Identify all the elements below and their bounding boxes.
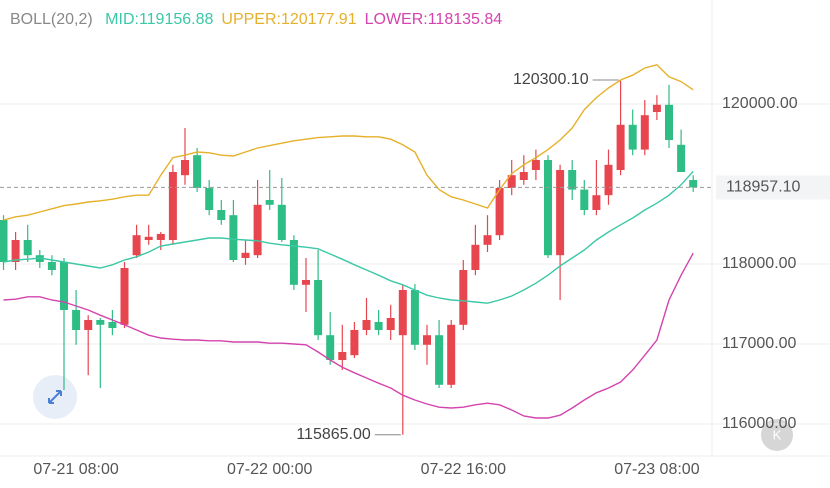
legend-entry: LOWER:118135.84 — [365, 11, 503, 28]
candle-body — [84, 320, 93, 330]
candle-body — [362, 320, 371, 330]
x-tick-label: 07-22 00:00 — [227, 461, 313, 478]
candle-body — [132, 235, 141, 256]
candle-body — [265, 200, 274, 205]
candle-body — [386, 318, 395, 330]
last-price-box — [716, 175, 830, 200]
candle-body — [314, 280, 323, 336]
candle-body — [556, 170, 565, 256]
candle-body — [374, 322, 383, 330]
candle-body — [435, 335, 444, 385]
candle-body — [483, 235, 492, 245]
candle-body — [253, 204, 262, 256]
x-tick-label: 07-21 08:00 — [33, 461, 119, 478]
candle-body — [350, 330, 359, 356]
candle-body — [144, 236, 153, 240]
last-price-label: 118957.10 — [726, 179, 801, 196]
legend: BOLL(20,2) MID:119156.88 UPPER:120177.91 L… — [10, 11, 502, 28]
candle-body — [96, 320, 105, 325]
candle-body — [677, 144, 686, 172]
candle-body — [181, 160, 189, 176]
annotation-label: 115865.00 — [296, 426, 371, 443]
candle-body — [410, 290, 419, 345]
y-tick-label: 117000.00 — [722, 335, 797, 352]
candle-body — [531, 160, 540, 170]
candle-body — [326, 335, 335, 360]
candle-body — [616, 124, 625, 170]
candle-body — [289, 240, 298, 285]
band-line — [3, 252, 694, 419]
candle-body — [580, 189, 589, 210]
candle-body — [168, 172, 177, 240]
candle-body — [338, 352, 347, 360]
candle-body — [652, 104, 661, 112]
y-tick-label: 118000.00 — [722, 255, 797, 272]
candle-body — [302, 280, 310, 285]
candle-body — [628, 124, 637, 150]
candle-body — [72, 310, 81, 330]
candle-body — [193, 155, 202, 188]
candle-body — [519, 172, 528, 180]
annotation-label: 120300.10 — [513, 71, 589, 88]
candle-body — [544, 160, 552, 256]
x-tick-label: 07-23 08:00 — [614, 461, 700, 478]
legend-entry: MID:119156.88 — [105, 11, 213, 28]
legend-entry: UPPER:120177.91 — [221, 11, 356, 28]
watermark: K — [773, 427, 782, 442]
candle-body — [108, 322, 117, 328]
candle-body — [0, 220, 8, 262]
candle-body — [205, 188, 214, 210]
candle-body — [47, 262, 56, 270]
candle-body — [156, 234, 165, 240]
candle-body — [217, 210, 226, 220]
candle-body — [495, 188, 504, 236]
band-line — [3, 170, 694, 304]
candle-body — [60, 262, 68, 310]
candle-body — [459, 270, 468, 325]
band-line — [3, 64, 694, 221]
candle-body — [592, 195, 601, 210]
candle-body — [398, 290, 407, 336]
candle-body — [229, 215, 238, 260]
candle-body — [11, 240, 20, 262]
candle-body — [689, 180, 698, 188]
candle-body — [120, 268, 129, 325]
candle-body — [277, 204, 286, 240]
candle-body — [604, 164, 613, 196]
y-tick-label: 116000.00 — [722, 415, 797, 432]
candle-body — [241, 252, 250, 258]
indicator-label: BOLL(20,2) — [10, 11, 93, 28]
y-tick-label: 120000.00 — [722, 95, 798, 112]
candle-body — [23, 240, 32, 256]
x-tick-label: 07-22 16:00 — [421, 461, 507, 478]
candle-body — [471, 244, 480, 270]
candle-body — [507, 175, 516, 188]
candle-body — [423, 335, 431, 345]
candle-body — [640, 115, 649, 150]
candle-body — [665, 104, 673, 140]
candle-body — [568, 170, 577, 190]
candle-body — [447, 324, 456, 385]
watermark-badge: K — [761, 419, 793, 451]
expand-button[interactable] — [33, 375, 77, 419]
